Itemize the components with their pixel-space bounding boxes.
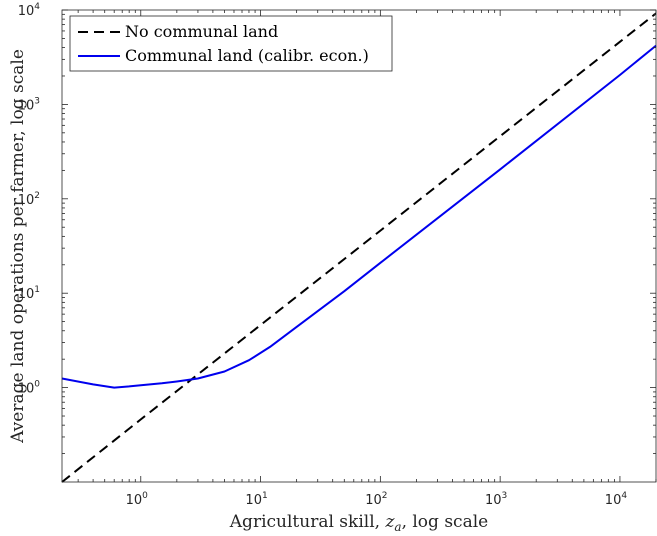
- y-axis-title: Average land operations per farmer, log …: [8, 49, 28, 444]
- y-tick-label-exp: 1: [34, 285, 40, 295]
- x-tick-label-base: 10: [485, 493, 502, 508]
- y-tick-label: 102: [18, 191, 40, 208]
- y-tick-label: 101: [18, 285, 40, 302]
- legend: No communal land Communal land (calibr. …: [69, 15, 393, 72]
- x-tick-label-base: 10: [126, 493, 143, 508]
- y-tick-label: 100: [18, 380, 41, 397]
- series-layer: [61, 12, 657, 483]
- x-tick-label: 102: [365, 491, 387, 508]
- x-axis-title-post: , log scale: [402, 512, 489, 532]
- x-tick-label: 104: [605, 491, 628, 508]
- y-tick-label-exp: 0: [34, 380, 40, 390]
- x-tick-label-base: 10: [605, 493, 622, 508]
- series-line-communal: [61, 44, 657, 389]
- x-tick-label-exp: 0: [142, 491, 148, 501]
- plot-area: [62, 10, 656, 482]
- series-line-no-communal: [61, 12, 657, 483]
- legend-box: [69, 15, 393, 72]
- y-tick-label: 104: [18, 2, 41, 19]
- y-tick-label-exp: 2: [34, 191, 40, 201]
- x-tick-label-exp: 4: [621, 491, 627, 501]
- y-tick-label-base: 10: [18, 382, 35, 397]
- x-tick-label-base: 10: [365, 493, 382, 508]
- y-tick-label: 103: [18, 96, 40, 113]
- x-tick-label-exp: 1: [262, 491, 268, 501]
- x-tick-label-exp: 2: [382, 491, 388, 501]
- x-axis-title-var: z: [384, 512, 395, 532]
- legend-label-no-communal: No communal land: [125, 22, 278, 41]
- x-tick-label: 100: [126, 491, 149, 508]
- x-tick-label-exp: 3: [502, 491, 508, 501]
- y-tick-label-base: 10: [18, 98, 35, 113]
- y-tick-label-base: 10: [18, 193, 35, 208]
- axes-box: [61, 9, 657, 483]
- legend-label-communal: Communal land (calibr. econ.): [125, 46, 369, 65]
- x-tick-label-base: 10: [245, 493, 262, 508]
- x-axis-title: Agricultural skill, za, log scale: [229, 512, 488, 534]
- y-tick-label-exp: 4: [34, 2, 40, 12]
- x-axis-title-pre: Agricultural skill,: [229, 512, 386, 532]
- y-tick-label-exp: 3: [34, 96, 40, 106]
- x-axis-title-sub: a: [394, 520, 401, 534]
- y-tick-label-base: 10: [18, 4, 35, 19]
- x-tick-label: 101: [245, 491, 267, 508]
- x-tick-label: 103: [485, 491, 507, 508]
- y-tick-label-base: 10: [18, 287, 35, 302]
